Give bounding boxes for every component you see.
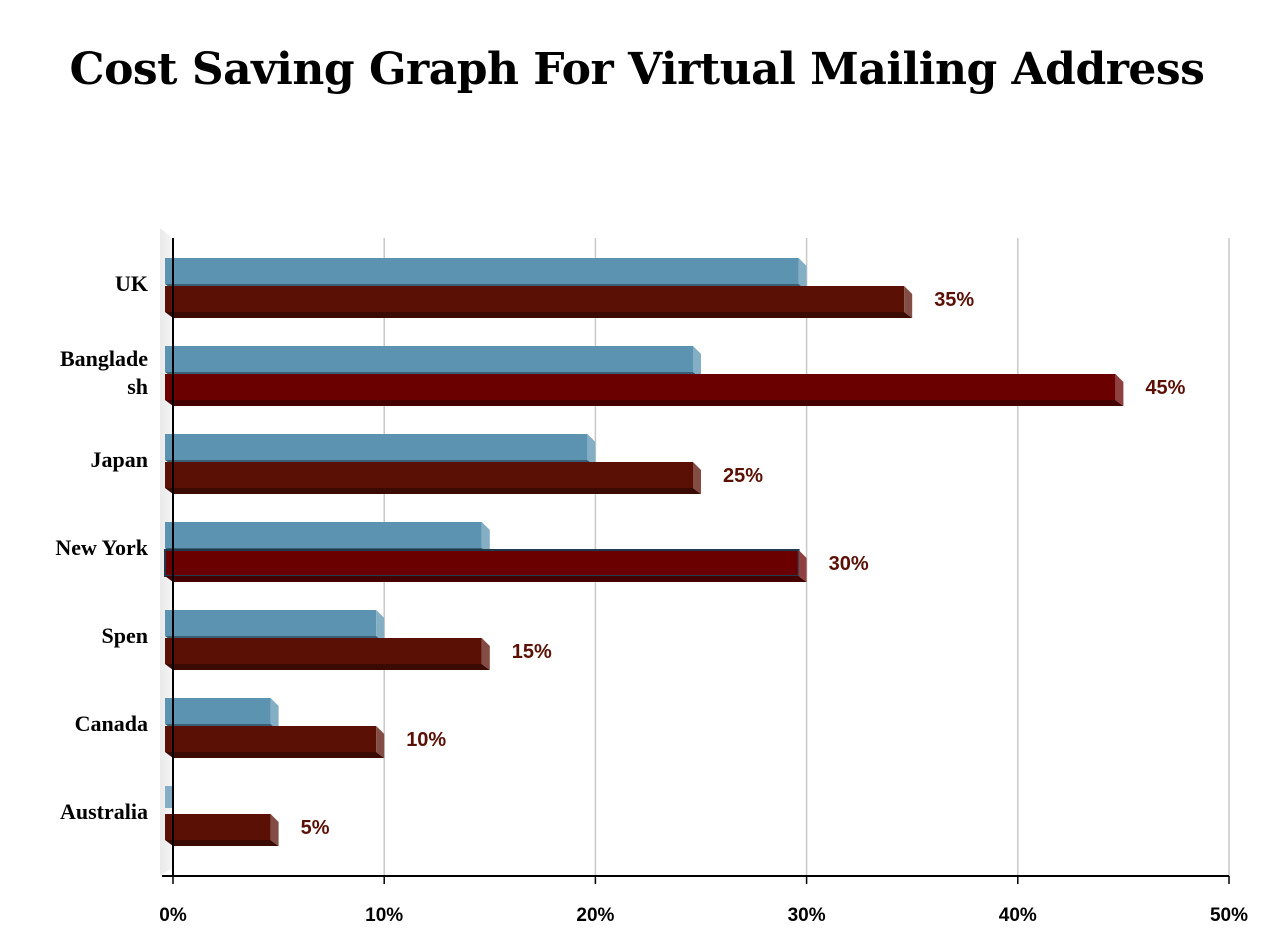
- bar-series-2: [165, 814, 279, 846]
- x-tick-label: 10%: [365, 905, 403, 926]
- bar-end-cap: [798, 550, 807, 582]
- bar-bottom: [165, 576, 807, 582]
- bar-face: [165, 522, 482, 548]
- bar-series-2: [165, 374, 1124, 406]
- data-label: 30%: [829, 553, 869, 575]
- bar-face: [165, 286, 905, 312]
- bar-end-cap: [481, 522, 490, 554]
- data-label: 5%: [301, 817, 330, 839]
- x-tick-label: 40%: [999, 905, 1037, 926]
- bar-bottom: [165, 752, 385, 758]
- category-label: Japan: [91, 447, 148, 472]
- bar-series-1: [165, 258, 807, 290]
- category-label: Banglade sh: [60, 346, 148, 399]
- bar-end-cap: [270, 814, 279, 846]
- bar-end-cap: [693, 462, 701, 494]
- bar-bottom: [165, 488, 701, 494]
- bar-end-cap: [481, 638, 490, 670]
- bar-end-cap: [270, 698, 279, 730]
- bar-end-cap: [376, 726, 385, 758]
- category-label-line: Banglade: [60, 346, 148, 371]
- data-label: 45%: [1145, 377, 1185, 399]
- bar-face: [165, 462, 693, 488]
- bar-face: [165, 726, 377, 752]
- x-tick-label: 50%: [1210, 905, 1248, 926]
- bar-bottom: [165, 664, 490, 670]
- bar-end-cap: [904, 286, 913, 318]
- category-label-line: sh: [127, 374, 148, 399]
- x-tick-label: 0%: [159, 905, 187, 926]
- category-label: Spen: [102, 623, 148, 648]
- bar-series-2: [165, 462, 701, 494]
- bar-end-cap: [376, 610, 385, 642]
- bar-series-1: [165, 346, 701, 378]
- bar-series-1: [165, 610, 385, 642]
- category-label: New York: [55, 535, 148, 560]
- bar-series-2: [165, 638, 490, 670]
- data-label: 25%: [723, 465, 763, 487]
- bar-end-cap: [165, 786, 173, 808]
- bar-end-cap: [798, 258, 807, 290]
- bar-face: [165, 610, 377, 636]
- bar-face: [165, 698, 271, 724]
- data-label: 10%: [406, 729, 446, 751]
- bar-face: [165, 434, 588, 460]
- bar-face: [165, 258, 799, 284]
- axes: [162, 238, 1230, 884]
- bars: [164, 258, 1124, 846]
- bar-series-1: [165, 434, 596, 466]
- data-label: 15%: [512, 641, 552, 663]
- bar-series-2: [165, 726, 385, 758]
- bar-face: [165, 374, 1116, 400]
- bar-face: [164, 549, 800, 577]
- labels: 0% 10% 20% 30% 40% 50% 35% UK 45% Banglade sh 25% Ja…: [55, 271, 1248, 926]
- bar-series-2: [165, 286, 913, 318]
- bar-face: [165, 638, 482, 664]
- category-label: Canada: [75, 711, 148, 736]
- bar-bottom: [165, 312, 913, 318]
- bar-bottom: [165, 400, 1124, 406]
- bar-end-cap: [693, 346, 701, 378]
- data-label: 35%: [934, 289, 974, 311]
- x-tick-label: 30%: [788, 905, 826, 926]
- chart-title: Cost Saving Graph For Virtual Mailing Ad…: [69, 44, 1205, 95]
- bar-bottom: [165, 840, 279, 846]
- bar-series-1: [165, 786, 173, 808]
- category-label: UK: [115, 271, 148, 296]
- bar-series-2: [164, 549, 807, 582]
- bar-face: [165, 346, 693, 372]
- bar-end-cap: [587, 434, 596, 466]
- bar-face: [165, 814, 271, 840]
- x-tick-label: 20%: [576, 905, 614, 926]
- bar-series-1: [165, 698, 279, 730]
- bar-end-cap: [1115, 374, 1124, 406]
- category-label: Australia: [60, 799, 148, 824]
